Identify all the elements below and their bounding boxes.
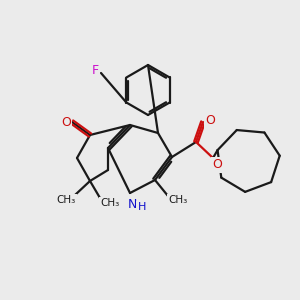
Text: N: N [127, 197, 137, 211]
Text: O: O [61, 116, 71, 128]
Text: F: F [92, 64, 99, 76]
Text: O: O [205, 115, 215, 128]
Text: CH₃: CH₃ [100, 198, 120, 208]
Text: CH₃: CH₃ [56, 195, 76, 205]
Text: H: H [138, 202, 146, 212]
Text: O: O [212, 158, 222, 172]
Text: CH₃: CH₃ [168, 195, 188, 205]
